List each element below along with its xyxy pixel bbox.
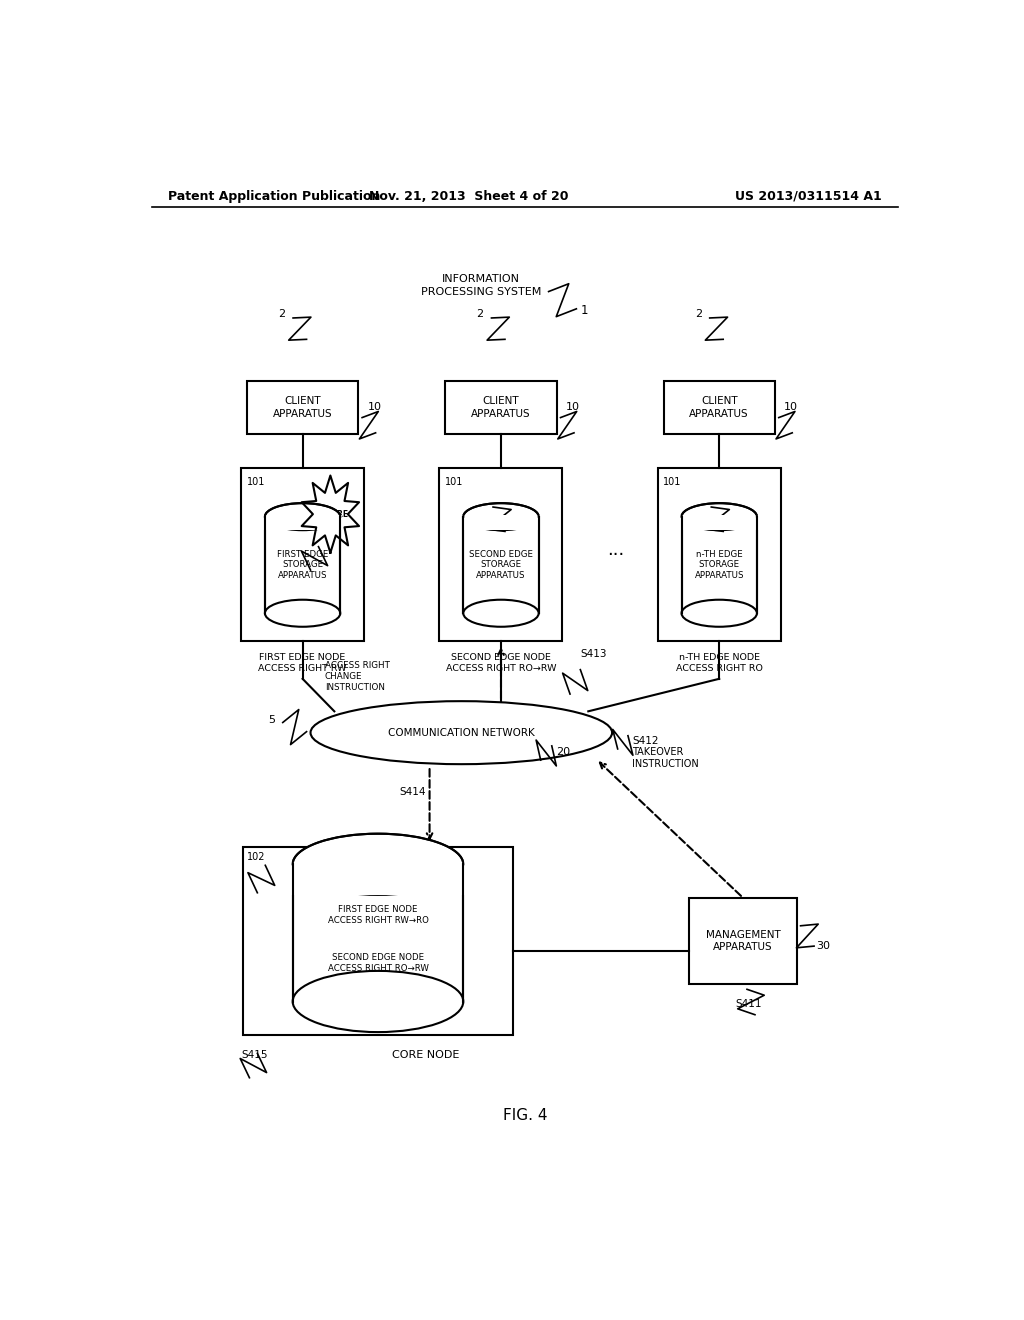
Text: 10: 10: [784, 403, 799, 412]
Ellipse shape: [265, 599, 340, 627]
Text: 101: 101: [664, 477, 682, 487]
Text: S411: S411: [735, 999, 762, 1010]
Text: n-TH EDGE
STORAGE
APPARATUS: n-TH EDGE STORAGE APPARATUS: [694, 549, 744, 581]
Text: SECOND EDGE NODE
ACCESS RIGHT RO→RW: SECOND EDGE NODE ACCESS RIGHT RO→RW: [445, 653, 556, 673]
FancyBboxPatch shape: [462, 515, 541, 531]
Text: 10: 10: [368, 403, 382, 412]
FancyBboxPatch shape: [445, 381, 557, 434]
Text: 102: 102: [247, 853, 265, 862]
FancyBboxPatch shape: [241, 469, 365, 642]
Text: US 2013/0311514 A1: US 2013/0311514 A1: [735, 190, 882, 202]
Text: ACCESS RIGHT
CHANGE
INSTRUCTION: ACCESS RIGHT CHANGE INSTRUCTION: [325, 661, 390, 693]
Ellipse shape: [463, 503, 539, 531]
Text: CLIENT
APPARATUS: CLIENT APPARATUS: [471, 396, 530, 418]
Text: FIG. 4: FIG. 4: [503, 1109, 547, 1123]
Text: TAKEOVER
INSTRUCTION: TAKEOVER INSTRUCTION: [632, 747, 698, 770]
Text: 5: 5: [268, 715, 274, 726]
Text: 101: 101: [247, 477, 265, 487]
FancyBboxPatch shape: [680, 515, 759, 531]
FancyBboxPatch shape: [689, 898, 797, 985]
FancyBboxPatch shape: [439, 469, 562, 642]
Text: 20: 20: [557, 747, 570, 756]
Text: S413: S413: [581, 649, 607, 659]
Text: INFORMATION
PROCESSING SYSTEM: INFORMATION PROCESSING SYSTEM: [421, 275, 542, 297]
Text: FAILURE: FAILURE: [312, 510, 348, 519]
Text: CLIENT
APPARATUS: CLIENT APPARATUS: [272, 396, 333, 418]
Text: S414: S414: [399, 787, 426, 796]
Text: S415: S415: [242, 1051, 268, 1060]
FancyBboxPatch shape: [263, 515, 342, 531]
Text: SECOND EDGE
STORAGE
APPARATUS: SECOND EDGE STORAGE APPARATUS: [469, 549, 532, 581]
Text: 30: 30: [816, 941, 830, 952]
Text: CLIENT
APPARATUS: CLIENT APPARATUS: [689, 396, 749, 418]
FancyBboxPatch shape: [664, 381, 775, 434]
FancyBboxPatch shape: [243, 847, 513, 1035]
Text: Patent Application Publication: Patent Application Publication: [168, 190, 380, 202]
Text: FIRST EDGE NODE
ACCESS RIGHT RW: FIRST EDGE NODE ACCESS RIGHT RW: [258, 653, 347, 673]
Ellipse shape: [293, 834, 463, 895]
Text: FIRST EDGE NODE
ACCESS RIGHT RW→RO: FIRST EDGE NODE ACCESS RIGHT RW→RO: [328, 904, 428, 924]
Text: CORE STORAGE APPARATUS: CORE STORAGE APPARATUS: [317, 883, 438, 891]
Text: FIRST EDGE
STORAGE
APPARATUS: FIRST EDGE STORAGE APPARATUS: [276, 549, 329, 581]
FancyBboxPatch shape: [682, 516, 757, 614]
Text: MANAGEMENT
APPARATUS: MANAGEMENT APPARATUS: [706, 929, 780, 952]
Ellipse shape: [310, 701, 612, 764]
Ellipse shape: [265, 503, 340, 531]
Text: COMMUNICATION NETWORK: COMMUNICATION NETWORK: [388, 727, 535, 738]
Text: 101: 101: [445, 477, 464, 487]
Text: n-TH EDGE NODE
ACCESS RIGHT RO: n-TH EDGE NODE ACCESS RIGHT RO: [676, 653, 763, 673]
Text: SECOND EDGE NODE
ACCESS RIGHT RO→RW: SECOND EDGE NODE ACCESS RIGHT RO→RW: [328, 953, 428, 973]
Text: CORE NODE: CORE NODE: [392, 1051, 460, 1060]
Text: S412: S412: [632, 735, 658, 746]
FancyBboxPatch shape: [293, 865, 463, 1002]
Text: ...: ...: [606, 541, 624, 558]
Ellipse shape: [463, 599, 539, 627]
FancyBboxPatch shape: [463, 516, 539, 614]
Text: 2: 2: [278, 309, 285, 319]
Text: 2: 2: [476, 309, 483, 319]
Ellipse shape: [682, 599, 757, 627]
Text: 2: 2: [694, 309, 701, 319]
FancyBboxPatch shape: [265, 516, 340, 614]
FancyBboxPatch shape: [247, 381, 358, 434]
FancyBboxPatch shape: [657, 469, 780, 642]
Text: 1: 1: [581, 305, 588, 317]
Text: 10: 10: [566, 403, 580, 412]
FancyBboxPatch shape: [291, 862, 465, 895]
Ellipse shape: [682, 503, 757, 531]
Ellipse shape: [293, 972, 463, 1032]
Text: Nov. 21, 2013  Sheet 4 of 20: Nov. 21, 2013 Sheet 4 of 20: [370, 190, 569, 202]
